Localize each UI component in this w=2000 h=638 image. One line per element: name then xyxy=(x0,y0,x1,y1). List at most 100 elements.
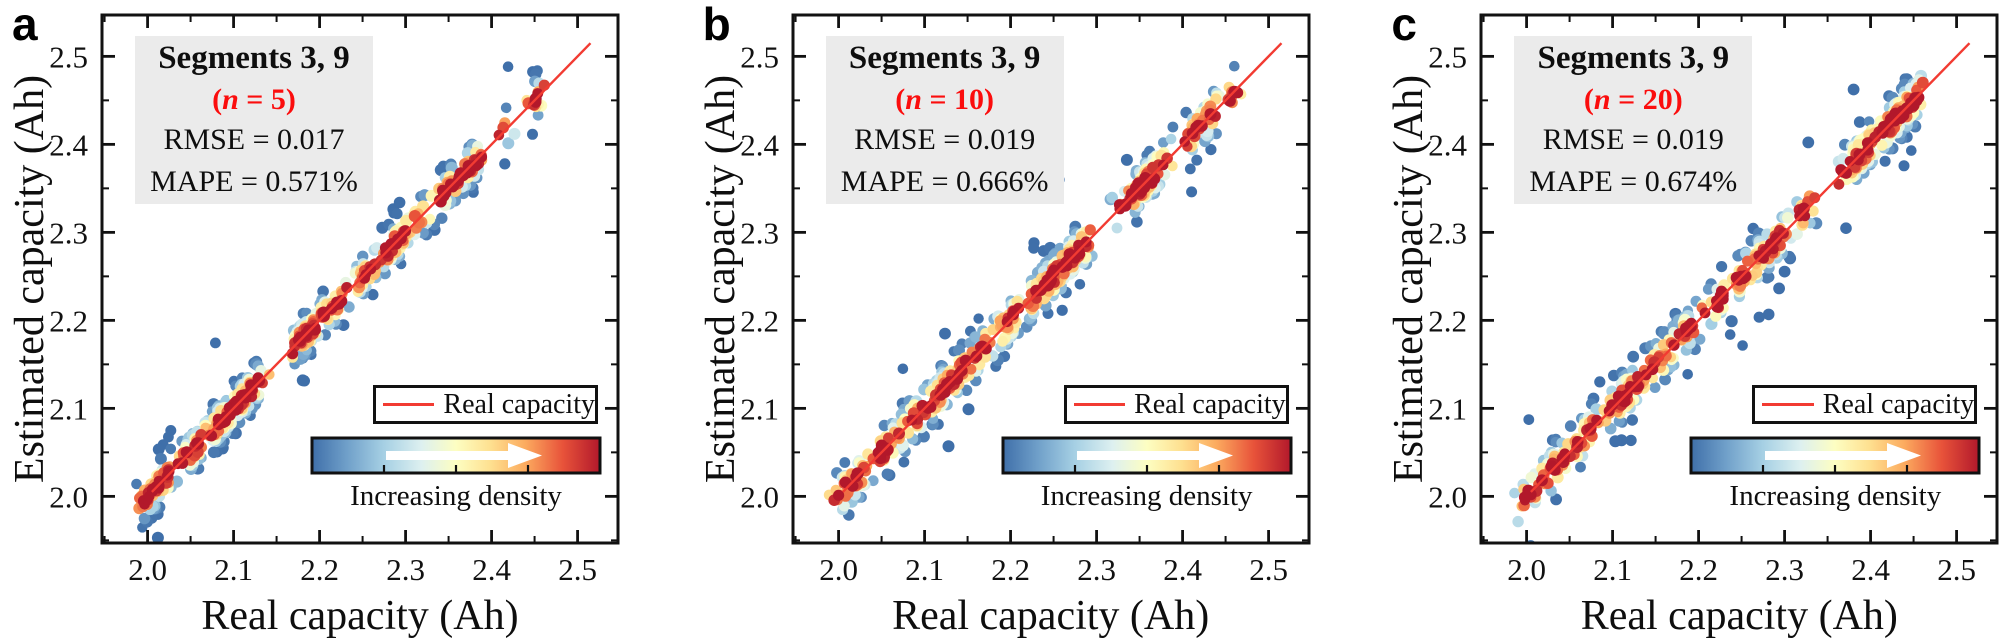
scatter-point xyxy=(502,61,514,72)
scatter-point xyxy=(1779,265,1791,278)
colorbar xyxy=(1001,436,1293,475)
scatter-point xyxy=(1165,133,1177,145)
scatter-point xyxy=(1716,261,1728,273)
y-tick-label: 2.3 xyxy=(49,215,88,250)
scatter-point xyxy=(1190,154,1202,166)
scatter-point xyxy=(152,443,165,456)
scatter-point xyxy=(180,446,193,459)
x-tick-label: 2.4 xyxy=(1852,552,1891,587)
x-tick-label: 2.2 xyxy=(991,552,1030,587)
axis-ticks xyxy=(792,15,1309,543)
scatter-point xyxy=(965,363,977,375)
scatter-point xyxy=(499,158,511,170)
y-tick-label: 2.1 xyxy=(740,391,779,426)
scatter-point xyxy=(1204,144,1217,156)
annotation-n-value: (n = 10) xyxy=(895,80,994,119)
scatter-point xyxy=(1029,284,1042,297)
scatter-chart-a: 2.0 2.1 2.2 2.3 2.4 2.5 2.0 2.1 2.2 2.3 2.4 2.5 xyxy=(49,13,620,587)
scatter-point xyxy=(1782,212,1794,224)
scatter-point xyxy=(462,160,475,172)
scatter-point xyxy=(897,363,908,375)
scatter-point xyxy=(191,437,203,449)
annotation-title: Segments 3, 9 xyxy=(848,40,1041,76)
stats-annotation: Segments 3, 9 (n = 10) RMSE = 0.019 MAPE… xyxy=(825,36,1064,204)
annotation-rmse: RMSE = 0.019 xyxy=(854,123,1036,156)
scatter-point xyxy=(317,285,329,298)
legend-line-sample xyxy=(383,403,435,406)
identity-line xyxy=(841,42,1282,493)
axis-ticks xyxy=(1481,15,1998,543)
x-tick-label: 2.5 xyxy=(1249,552,1288,587)
annotation-n-symbol: n xyxy=(1593,83,1611,116)
scatter-point xyxy=(207,446,220,459)
annotation-rmse: RMSE = 0.017 xyxy=(163,123,345,156)
scatter-point xyxy=(1833,178,1845,190)
scatter-point xyxy=(1584,422,1597,435)
y-tick-label: 2.5 xyxy=(1429,39,1468,74)
scatter-point xyxy=(898,456,909,468)
annotation-n-rest: = 10) xyxy=(921,83,995,116)
scatter-point xyxy=(1737,340,1749,351)
y-tick-label: 2.5 xyxy=(49,39,88,74)
scatter-point xyxy=(1559,448,1571,460)
scatter-point xyxy=(1523,414,1535,425)
x-tick-label: 2.1 xyxy=(905,552,944,587)
x-tick-label: 2.3 xyxy=(386,552,425,587)
scatter-point xyxy=(1509,487,1521,499)
annotation-n-open: ( xyxy=(895,83,906,116)
scatter-point xyxy=(832,489,844,501)
y-tick-label: 2.5 xyxy=(740,39,779,74)
legend-line-sample xyxy=(1073,403,1126,406)
scatter-point xyxy=(1906,145,1917,156)
scatter-point xyxy=(154,452,167,465)
scatter-point xyxy=(447,181,459,193)
panel-letter-c: c xyxy=(1391,0,1417,50)
scatter-point xyxy=(1840,222,1853,234)
scatter-point xyxy=(1545,460,1559,473)
panel-a: 2.0 2.1 2.2 2.3 2.4 2.5 2.0 2.1 2.2 2.3 2.4 2.5 a S… xyxy=(0,0,667,638)
y-tick-label: 2.2 xyxy=(49,303,88,338)
scatter-point xyxy=(1771,232,1782,243)
annotation-title: Segments 3, 9 xyxy=(158,40,350,76)
scatter-point xyxy=(1525,471,1538,484)
scatter-point xyxy=(960,384,972,396)
colorbar-arrow-icon xyxy=(1765,443,1922,468)
scatter-point xyxy=(1761,271,1774,284)
scatter-point xyxy=(1791,228,1804,241)
scatter-point xyxy=(881,468,893,480)
scatter-point xyxy=(1725,329,1736,340)
colorbar-label: Increasing density xyxy=(350,480,562,512)
panel-b: 2.0 2.1 2.2 2.3 2.4 2.5 2.0 2.1 2.2 2.3 2.4 2.5 b S… xyxy=(667,0,1334,638)
colorbar-label: Increasing density xyxy=(1040,480,1253,512)
scatter-point xyxy=(1550,493,1563,506)
scatter-point xyxy=(882,432,894,444)
legend: Real capacity xyxy=(1063,385,1289,424)
scatter-point xyxy=(508,127,521,140)
tick-labels: 2.0 2.1 2.2 2.3 2.4 2.5 2.0 2.1 2.2 2.3 2.4 2.5 xyxy=(740,39,1288,587)
scatter-point xyxy=(1773,282,1786,295)
stats-annotation: Segments 3, 9 (n = 20) RMSE = 0.019 MAPE… xyxy=(1514,36,1753,204)
scatter-point xyxy=(1136,181,1149,194)
scatter-point xyxy=(1802,136,1815,149)
scatter-point xyxy=(131,478,142,490)
scatter-point xyxy=(1627,350,1640,363)
x-tick-label: 2.1 xyxy=(214,552,253,587)
scatter-point xyxy=(976,340,989,353)
scatter-point xyxy=(1512,515,1525,528)
x-tick-label: 2.0 xyxy=(1508,552,1547,587)
scatter-point xyxy=(1056,304,1068,316)
panel-letter-b: b xyxy=(702,0,731,50)
identity-line xyxy=(1530,42,1971,493)
scatter-point xyxy=(1703,283,1715,295)
tick-labels: 2.0 2.1 2.2 2.3 2.4 2.5 2.0 2.1 2.2 2.3 2.4 2.5 xyxy=(1429,39,1977,587)
legend-label: Real capacity xyxy=(1822,388,1975,420)
scatter-point xyxy=(938,327,951,340)
y-tick-label: 2.0 xyxy=(740,479,779,514)
scatter-point xyxy=(1742,255,1754,267)
y-axis-label: Estimated capacity (Ah) xyxy=(7,74,53,484)
scatter-point xyxy=(1876,139,1888,151)
x-tick-label: 2.1 xyxy=(1594,552,1633,587)
annotation-title: Segments 3, 9 xyxy=(1537,40,1730,76)
scatter-point xyxy=(151,531,164,543)
